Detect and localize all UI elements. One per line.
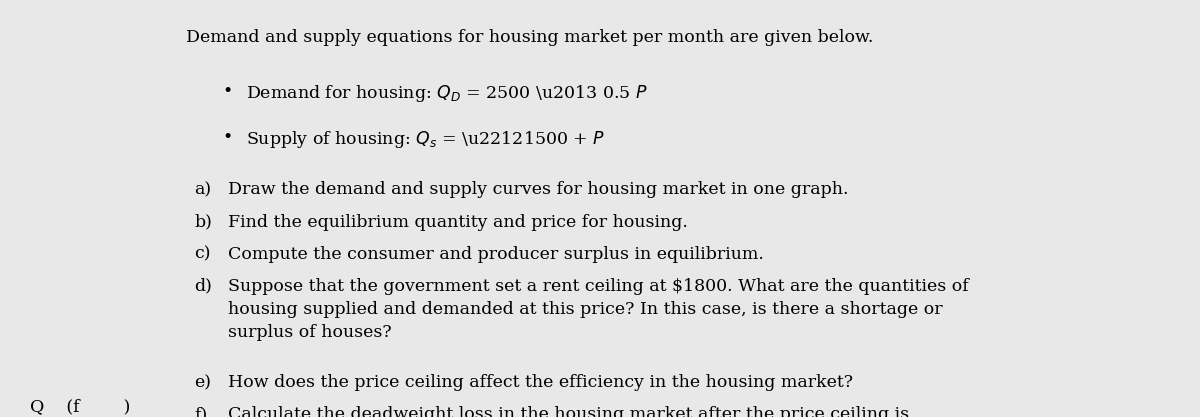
Text: •: • — [222, 129, 233, 146]
Text: Suppose that the government set a rent ceiling at $1800. What are the quantities: Suppose that the government set a rent c… — [228, 278, 968, 295]
Text: •: • — [222, 83, 233, 100]
Text: housing supplied and demanded at this price? In this case, is there a shortage o: housing supplied and demanded at this pr… — [228, 301, 943, 318]
Text: Compute the consumer and producer surplus in equilibrium.: Compute the consumer and producer surplu… — [228, 246, 764, 263]
Text: Q    (f        ): Q (f ) — [30, 398, 131, 415]
Text: d): d) — [194, 278, 212, 295]
Text: Demand and supply equations for housing market per month are given below.: Demand and supply equations for housing … — [186, 29, 874, 46]
Text: b): b) — [194, 214, 212, 231]
Text: Demand for housing: $Q_D$ = 2500 \u2013 0.5 $P$: Demand for housing: $Q_D$ = 2500 \u2013 … — [246, 83, 648, 104]
Text: Draw the demand and supply curves for housing market in one graph.: Draw the demand and supply curves for ho… — [228, 181, 848, 198]
Text: c): c) — [194, 246, 211, 263]
Text: surplus of houses?: surplus of houses? — [228, 324, 391, 341]
Text: Find the equilibrium quantity and price for housing.: Find the equilibrium quantity and price … — [228, 214, 688, 231]
Text: How does the price ceiling affect the efficiency in the housing market?: How does the price ceiling affect the ef… — [228, 374, 853, 391]
Text: a): a) — [194, 181, 211, 198]
Text: f): f) — [194, 406, 208, 417]
Text: Calculate the deadweight loss in the housing market after the price ceiling is: Calculate the deadweight loss in the hou… — [228, 406, 910, 417]
Text: e): e) — [194, 374, 211, 391]
Text: Supply of housing: $Q_s$ = \u22121500 + $P$: Supply of housing: $Q_s$ = \u22121500 + … — [246, 129, 605, 150]
